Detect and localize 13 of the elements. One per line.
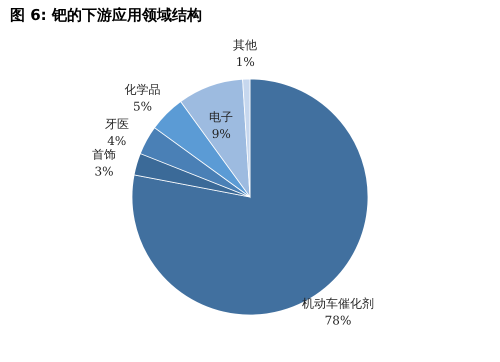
chart-title: 图 6: 钯的下游应用领域结构 — [10, 6, 202, 24]
slice-label: 其他 — [233, 38, 258, 52]
data-label: 1% — [236, 55, 255, 70]
data-label: 3% — [94, 164, 114, 179]
data-label: 4% — [107, 134, 126, 148]
data-label: 9% — [212, 127, 231, 142]
slice-label: 化学品 — [124, 82, 161, 97]
data-label: 5% — [132, 100, 152, 114]
slice-label: 牙医 — [104, 116, 129, 131]
slice-label: 首饰 — [92, 148, 116, 162]
slice-label: 机动车催化剂 — [302, 296, 374, 310]
slice-label: 电子 — [209, 110, 234, 124]
data-label: 78% — [324, 313, 352, 328]
